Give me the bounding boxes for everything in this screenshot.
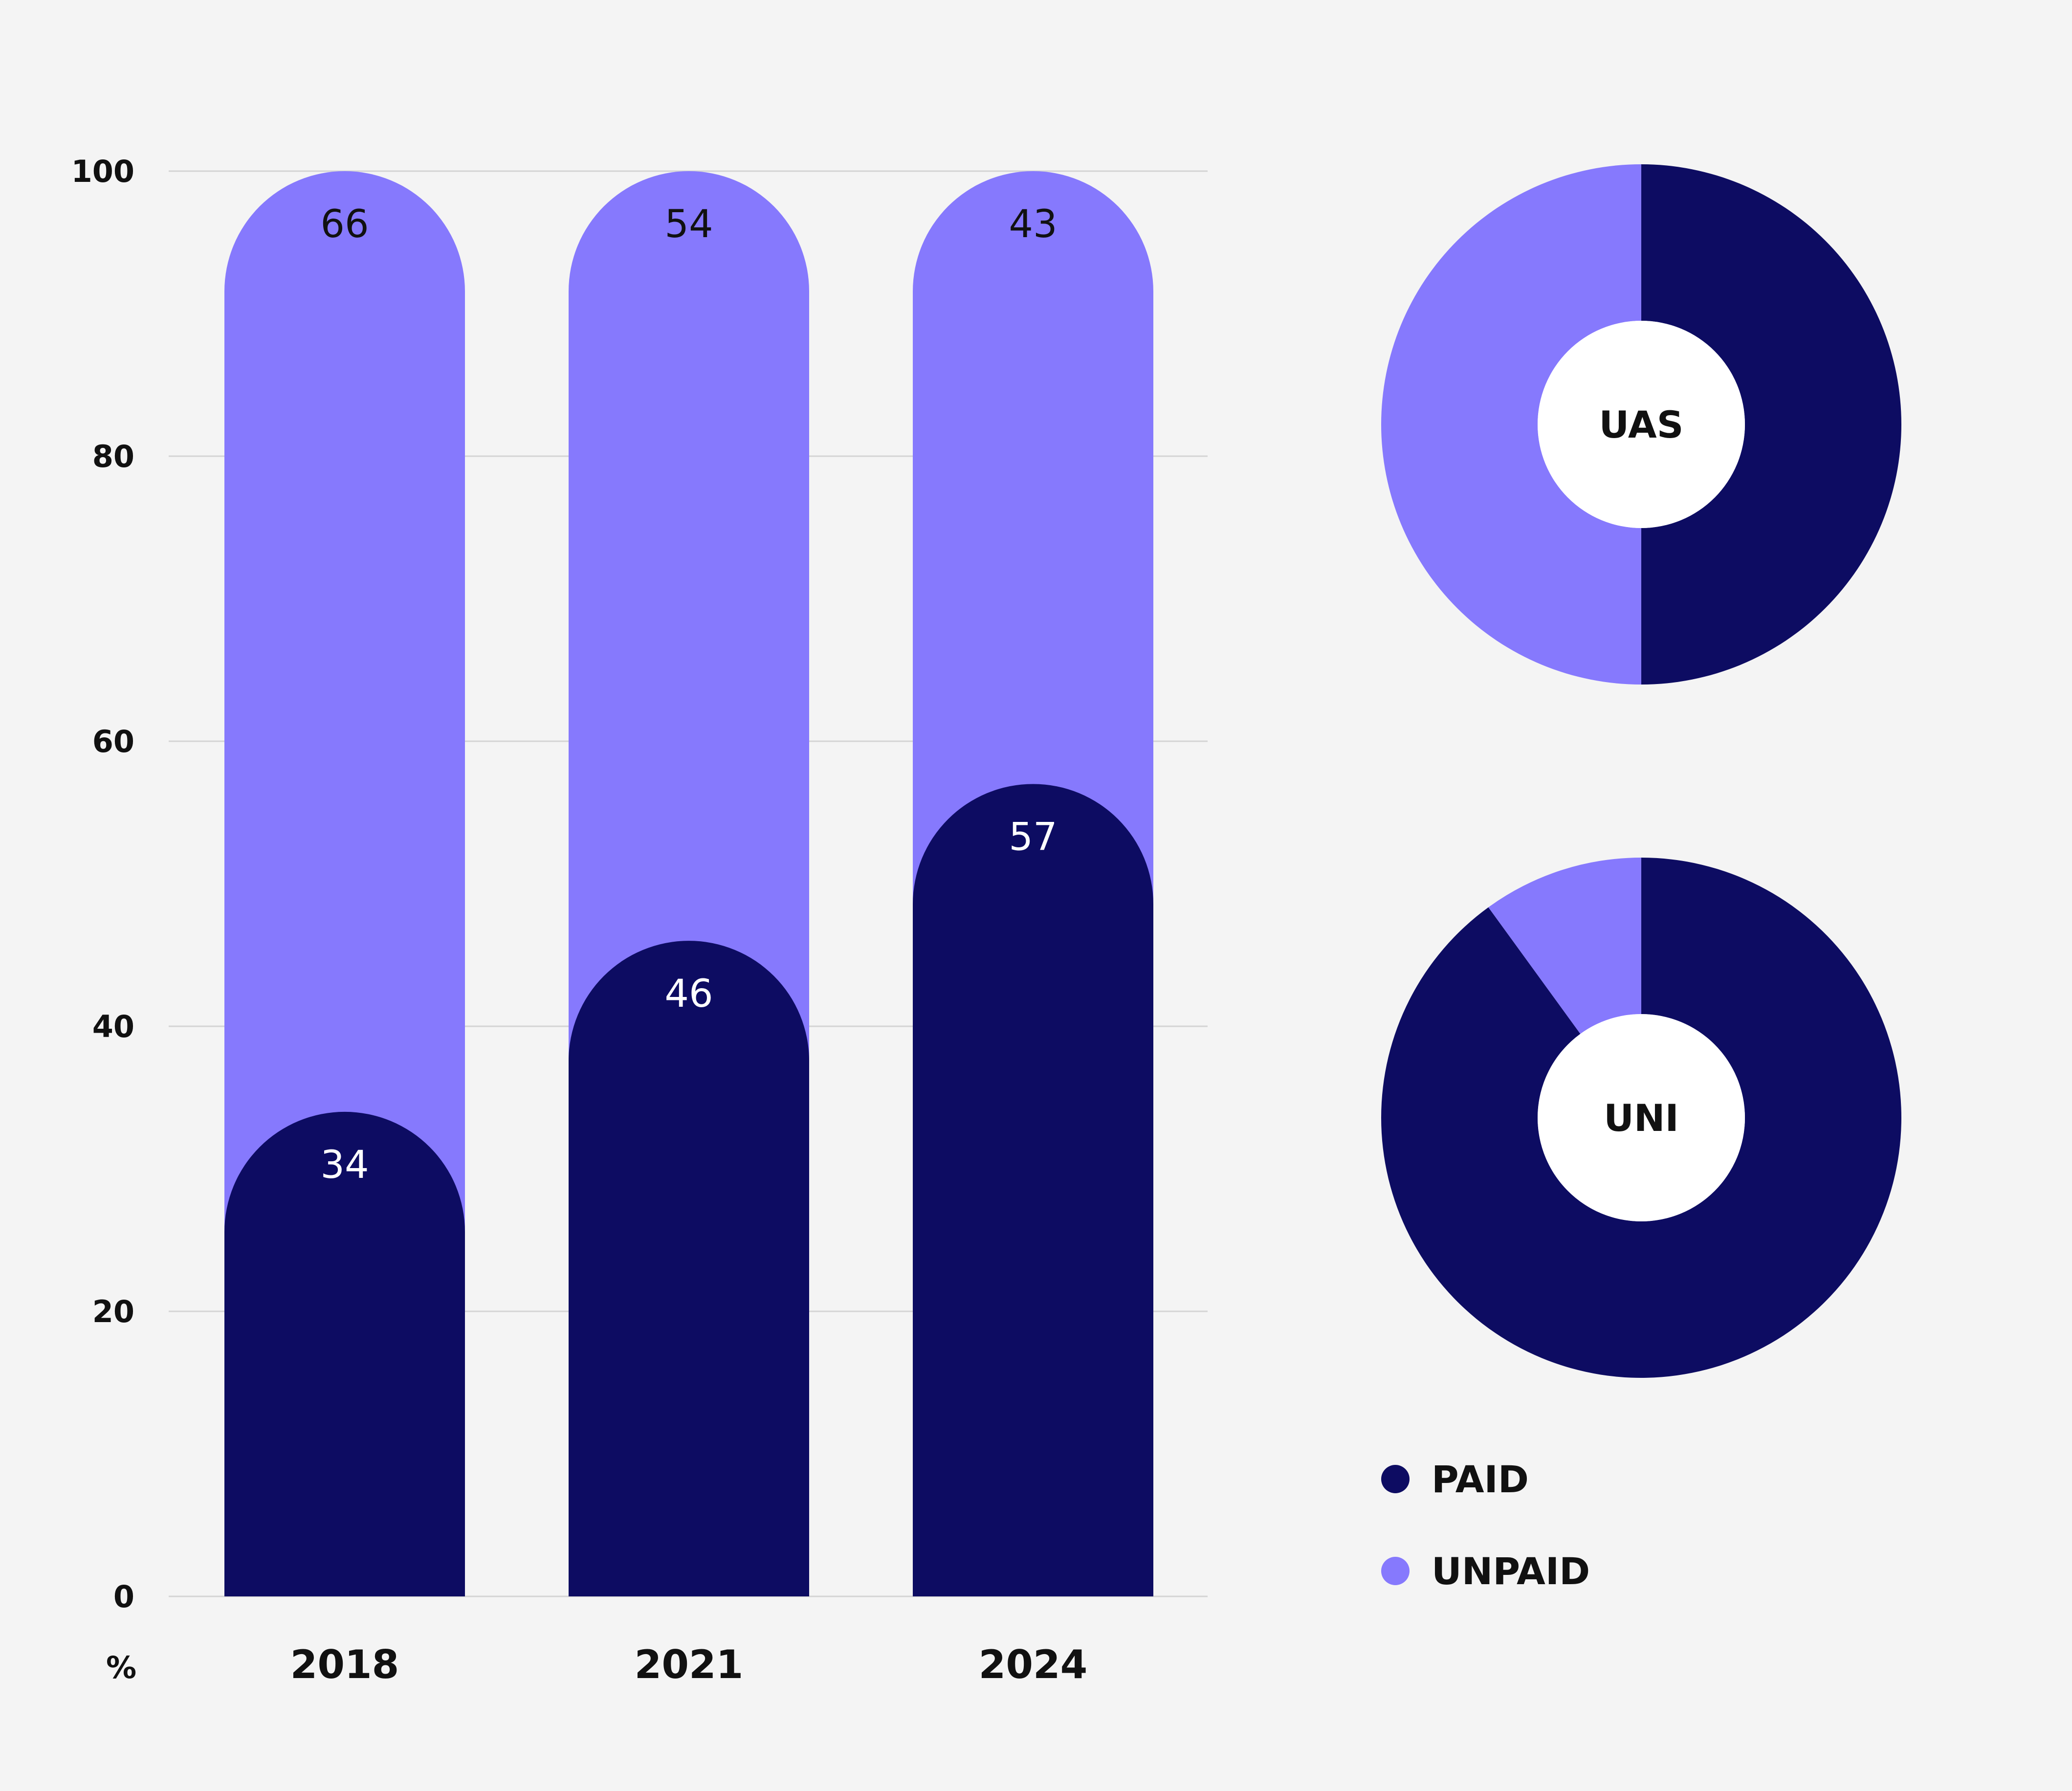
bar-paid-2018 (224, 1111, 465, 1596)
donut-slice-unpaid (1488, 858, 1641, 1034)
x-axis-categories: 2018 2021 2024 (290, 1642, 1088, 1687)
data-label-unpaid: 43 (1009, 202, 1057, 246)
data-label-paid: 34 (320, 1143, 369, 1187)
y-axis-ticks: 0 20 40 60 80 100 (71, 154, 134, 1614)
x-category-label: 2021 (635, 1642, 744, 1687)
data-label-paid: 46 (664, 972, 713, 1016)
donut-uas: UAS (1381, 164, 1901, 685)
data-label-unpaid: 54 (664, 202, 713, 246)
data-label-paid: 57 (1009, 815, 1057, 859)
bar-paid-2024 (913, 784, 1153, 1596)
y-tick-label: 60 (92, 724, 134, 759)
data-label-unpaid: 66 (320, 202, 369, 246)
legend-label-paid: PAID (1432, 1458, 1529, 1501)
donut-uni: UNI (1381, 858, 1901, 1378)
donut-center-label: UAS (1599, 403, 1684, 446)
donut-center-label: UNI (1604, 1096, 1679, 1140)
y-tick-label: 80 (92, 439, 134, 474)
donut-hole (1538, 1014, 1745, 1221)
y-tick-label: 0 (113, 1579, 134, 1614)
x-category-label: 2018 (290, 1642, 399, 1687)
legend-label-unpaid: UNPAID (1432, 1549, 1590, 1593)
y-axis-unit-label: % (106, 1650, 136, 1685)
donut-charts: UAS UNI (1381, 164, 1901, 1378)
legend-swatch-paid (1381, 1465, 1410, 1493)
donut-slice-paid (1641, 164, 1901, 685)
y-tick-label: 40 (92, 1009, 134, 1044)
legend-swatch-unpaid (1381, 1557, 1410, 1585)
legend: PAID UNPAID (1381, 1458, 1590, 1593)
donut-hole (1538, 321, 1745, 528)
x-category-label: 2024 (979, 1642, 1088, 1687)
y-tick-label: 20 (92, 1294, 134, 1329)
bar-paid-2021 (569, 941, 809, 1596)
bar-chart: 66 34 54 46 43 57 (224, 171, 1153, 1596)
donut-slice-unpaid (1381, 164, 1641, 685)
donut-slice-paid (1381, 858, 1901, 1378)
y-tick-label: 100 (71, 154, 134, 189)
